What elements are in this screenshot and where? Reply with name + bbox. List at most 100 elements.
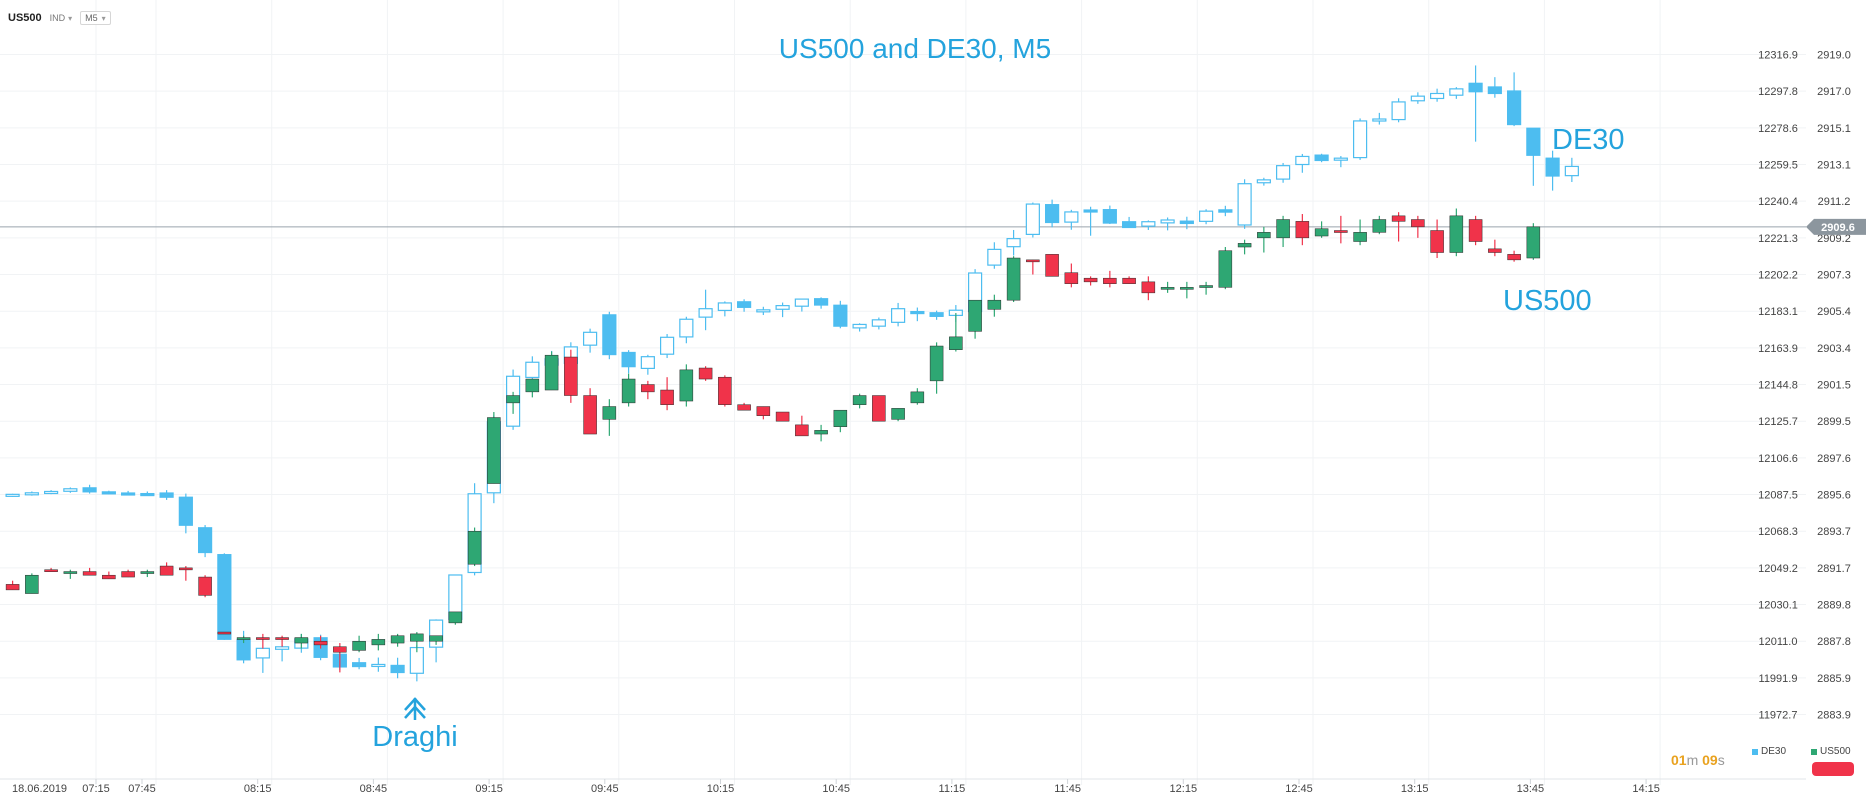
de30-candle-body (1545, 157, 1560, 177)
us500-candle-body (429, 635, 443, 642)
de30-candle (1564, 157, 1579, 182)
de30-candle-body (1391, 101, 1406, 121)
us500-candle-body (1488, 248, 1502, 253)
de30-axis-tick-label: 12163.9 (1758, 343, 1798, 355)
de30-candle-body (1352, 120, 1368, 159)
de30-axis-tick-label: 12049.2 (1758, 563, 1798, 575)
us500-candle-body (390, 635, 405, 644)
de30-axis-tick-label: 12297.8 (1758, 86, 1798, 98)
us500-candle-body (1218, 250, 1233, 288)
us500-candle (737, 402, 751, 411)
trade-button[interactable] (1812, 762, 1854, 776)
de30-candle-body (910, 310, 925, 315)
us500-candle (1449, 208, 1464, 257)
time-axis-tick-label: 11:15 (939, 783, 966, 795)
us500-candle (1237, 239, 1252, 255)
us500-candle-body (1411, 219, 1425, 228)
us500-axis-tick-label: 2913.1 (1817, 160, 1851, 172)
us500-candle (987, 294, 1002, 317)
time-axis-tick-label: 13:45 (1517, 783, 1545, 795)
time-axis-tick-label: 12:45 (1285, 783, 1313, 795)
us500-axis-tick-label: 2895.6 (1817, 490, 1851, 502)
time-axis[interactable]: 18.06.2019 07:15 07:45 08:15 08:45 09:15 09:45… (0, 778, 1806, 795)
time-axis-tick-label: 10:45 (822, 783, 850, 795)
de30-axis-tick-label: 12125.7 (1758, 416, 1798, 428)
de30-candles (5, 65, 1579, 682)
us500-candle (1199, 281, 1213, 295)
chart-toolbar: US500 IND ▾ M5 ▾ (8, 9, 111, 27)
de30-candle-body (698, 308, 713, 318)
price-axis[interactable]: 12316.9 2919.0 12297.8 2917.0 12278.6 2915.1 1… (1758, 0, 1866, 785)
de30-candle-body (717, 302, 732, 312)
de30-candle (621, 350, 636, 374)
legend-label-us500: US500 (1820, 746, 1851, 757)
de30-candle (1025, 202, 1040, 238)
us500-candle-body (1353, 232, 1367, 242)
us500-candle-body (1103, 277, 1117, 284)
time-axis-tick-label: 08:15 (244, 783, 272, 795)
us500-candle (429, 635, 443, 645)
de30-candle-body (852, 323, 867, 329)
de30-candle-body (1314, 154, 1329, 162)
us500-candle (1064, 263, 1079, 288)
us500-candle-body (679, 369, 694, 402)
us500-candle-body (1334, 230, 1348, 233)
us500-candle (236, 635, 251, 644)
de30-axis-tick-label: 12183.1 (1758, 306, 1798, 318)
us500-candle-body (1430, 230, 1444, 253)
de30-candle-body (794, 298, 809, 307)
us500-candle-body (949, 336, 963, 350)
us500-candle (1507, 250, 1521, 262)
de30-candle (1064, 209, 1079, 230)
de30-candle (929, 310, 944, 320)
us500-candle (968, 299, 982, 339)
de30-candle-body (1256, 179, 1271, 184)
us500-candle-body (583, 395, 597, 435)
countdown-minutes: 01 (1671, 752, 1687, 768)
de30-candle (736, 299, 752, 312)
de30-candle (987, 242, 1002, 269)
us500-candle-body (159, 565, 174, 576)
de30-candle (1256, 177, 1271, 186)
us500-candle (1141, 276, 1156, 301)
us500-candle (718, 375, 732, 407)
us500-candle-body (968, 299, 982, 332)
de30-candle-body (1468, 82, 1483, 93)
us500-axis-tick-label: 2889.8 (1817, 600, 1851, 612)
legend-item-de30[interactable]: DE30 (1752, 746, 1786, 757)
annotations: US500 and DE30, M5 DE30 US500 Draghi (372, 33, 1624, 753)
us500-candle-body (1449, 215, 1464, 253)
de30-axis-tick-label: 12259.5 (1758, 160, 1798, 172)
us500-candle-body (448, 611, 463, 624)
de30-candle (698, 289, 713, 331)
de30-candle-body (621, 351, 636, 368)
us500-candle (602, 399, 617, 436)
us500-candle (121, 569, 135, 578)
de30-candle-body (1141, 221, 1156, 227)
us500-candle (352, 635, 366, 653)
de30-candle (833, 300, 848, 329)
legend-item-us500[interactable]: US500 (1811, 746, 1851, 757)
de30-candle (1410, 92, 1425, 104)
indicator-dropdown[interactable]: IND ▾ (50, 13, 73, 23)
de30-candle (1006, 229, 1021, 256)
de30-candle (1526, 127, 1541, 186)
time-axis-tick-label: 13:15 (1401, 783, 1429, 795)
us500-candle-body (333, 646, 347, 653)
us500-candle (1295, 214, 1310, 246)
us500-candle-body (1295, 221, 1310, 239)
de30-candle (1449, 87, 1464, 99)
de30-candle (679, 316, 694, 344)
timeframe-select[interactable]: M5 ▾ (80, 11, 111, 25)
symbol-name[interactable]: US500 (8, 12, 42, 24)
us500-candle-body (1199, 285, 1213, 288)
us500-candle-body (25, 574, 39, 594)
us500-candle (756, 406, 771, 420)
us500-candle (256, 633, 270, 649)
de30-candle (1333, 156, 1348, 168)
de30-candle-body (1333, 157, 1348, 161)
de30-candle (582, 328, 598, 353)
de30-candle-body (582, 331, 598, 346)
